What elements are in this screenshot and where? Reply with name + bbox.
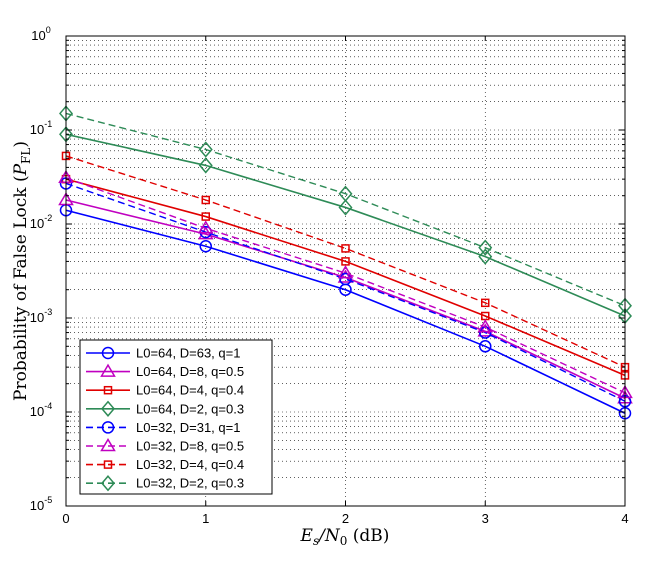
legend-marker xyxy=(100,438,116,452)
data-point xyxy=(338,185,353,202)
axis-ticks xyxy=(65,35,626,507)
x-tick-label: 1 xyxy=(202,511,209,526)
data-point xyxy=(481,298,490,308)
legend-label: L0=32, D=2, q=0.3 xyxy=(136,476,244,491)
y-tick-label: 10-2 xyxy=(30,213,52,231)
data-point xyxy=(479,340,492,353)
series-line xyxy=(65,182,626,402)
legend-label: L0=32, D=4, q=0.4 xyxy=(136,457,244,472)
x-tick-label: 0 xyxy=(62,511,69,526)
legend-marker xyxy=(101,346,115,360)
legend-marker xyxy=(103,460,113,469)
legend-item: L0=64, D=4, q=0.4 xyxy=(86,383,244,398)
x-tick-label: 2 xyxy=(342,511,349,526)
data-point xyxy=(201,195,210,205)
legend-label: L0=64, D=8, q=0.5 xyxy=(136,364,244,379)
legend-label: L0=64, D=4, q=0.4 xyxy=(136,383,244,398)
data-point xyxy=(477,319,494,333)
series-line xyxy=(65,133,626,317)
y-axis-title: Probability of False Lock (PFL) xyxy=(11,141,33,401)
y-tick-labels: 100 10-1 10-2 10-3 10-4 10-5 xyxy=(30,25,52,513)
data-point xyxy=(341,257,350,266)
x-tick-label: 4 xyxy=(621,511,628,526)
data-point xyxy=(478,248,493,265)
data-point xyxy=(337,265,354,279)
legend-item: L0=64, D=2, q=0.3 xyxy=(86,400,244,417)
x-axis-title: Es/N0 (dB) xyxy=(300,526,390,548)
legend-marker xyxy=(100,363,116,377)
legend-marker xyxy=(101,400,115,417)
y-tick-label: 10-3 xyxy=(30,307,52,325)
x-tick-label: 3 xyxy=(482,511,489,526)
data-point xyxy=(478,239,493,256)
legend-label: L0=32, D=8, q=0.5 xyxy=(136,439,244,454)
x-tick-labels: 0 1 2 3 4 xyxy=(62,511,628,526)
y-tick-label: 10-5 xyxy=(30,495,52,513)
series-line xyxy=(65,177,626,394)
series-6 xyxy=(58,169,633,399)
legend-label: L0=64, D=63, q=1 xyxy=(136,346,240,361)
series-line xyxy=(65,112,626,307)
legend-marker xyxy=(101,475,115,492)
data-point xyxy=(477,323,494,337)
data-point xyxy=(198,157,213,174)
legend-item: L0=32, D=4, q=0.4 xyxy=(86,457,244,472)
series-layer xyxy=(58,105,633,420)
data-point xyxy=(198,141,213,158)
series-line xyxy=(65,178,626,377)
y-tick-label: 100 xyxy=(31,25,50,43)
data-point xyxy=(337,269,354,283)
legend-item: L0=32, D=2, q=0.3 xyxy=(86,475,244,492)
legend-marker xyxy=(103,385,113,395)
legend-label: L0=32, D=31, q=1 xyxy=(136,420,240,435)
legend-item: L0=32, D=31, q=1 xyxy=(86,420,240,435)
legend-label: L0=64, D=2, q=0.3 xyxy=(136,401,244,416)
series-line xyxy=(65,155,626,368)
legend-item: L0=32, D=8, q=0.5 xyxy=(86,438,244,454)
data-point xyxy=(201,212,210,221)
series-line xyxy=(65,209,626,414)
legend-marker xyxy=(101,421,115,434)
data-point xyxy=(338,199,353,216)
legend: L0=64, D=63, q=1 L0=64, D=8, q=0.5 L0=64, … xyxy=(79,339,273,495)
y-tick-label: 10-4 xyxy=(30,401,52,419)
series-4 xyxy=(59,126,632,325)
legend-item: L0=64, D=8, q=0.5 xyxy=(86,363,244,379)
data-point xyxy=(197,220,214,234)
data-point xyxy=(199,239,212,253)
data-point xyxy=(339,272,352,286)
data-point xyxy=(341,244,350,253)
y-tick-label: 10-1 xyxy=(30,119,52,137)
legend-item: L0=64, D=63, q=1 xyxy=(86,346,240,361)
